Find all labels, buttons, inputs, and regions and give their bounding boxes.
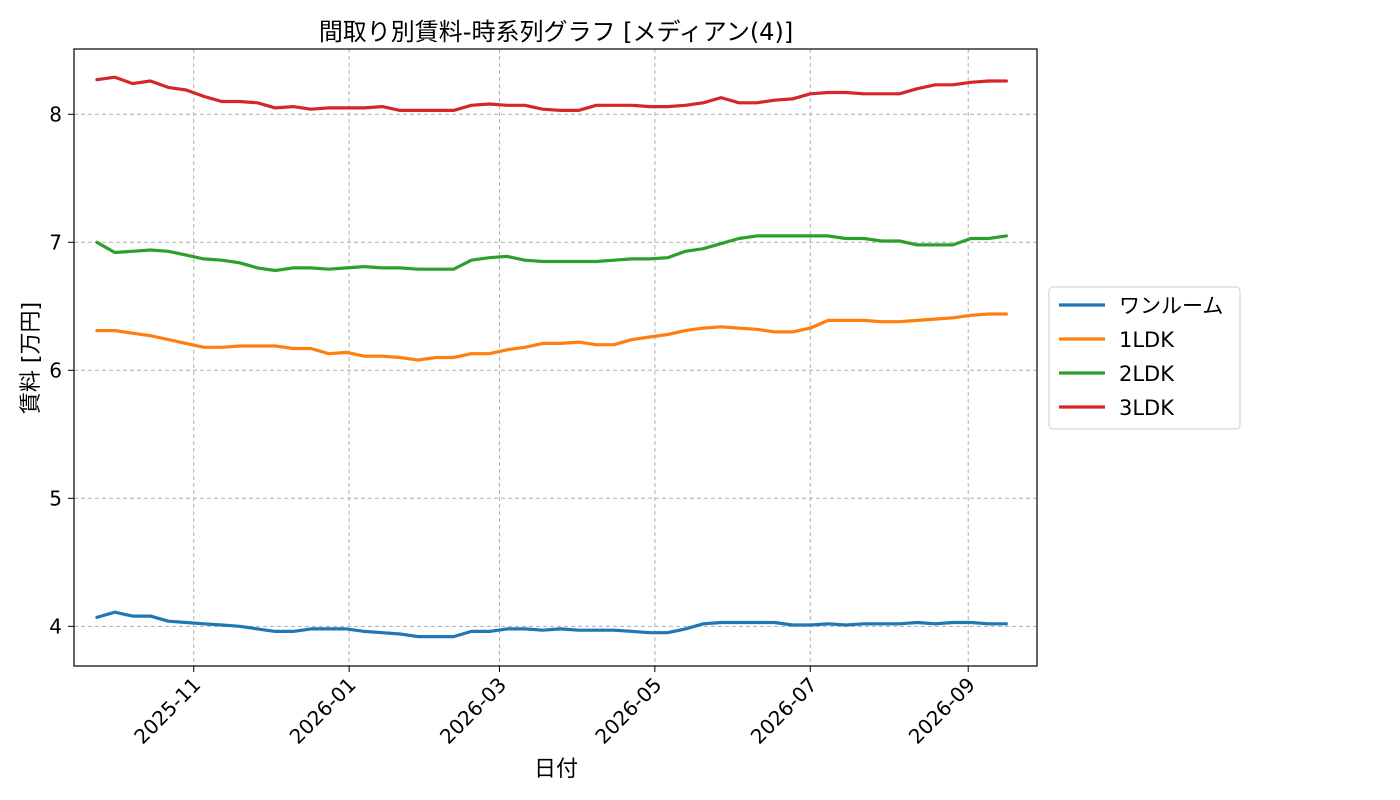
y-tick-label: 4 (49, 614, 62, 638)
series-line (95, 312, 1009, 362)
chart-title: 間取り別賃料-時系列グラフ [メディアン(4)] (319, 18, 793, 46)
legend-label: 3LDK (1119, 396, 1175, 420)
y-tick-label: 7 (49, 230, 62, 254)
x-tick-label: 2026-09 (904, 673, 980, 749)
series-lines (95, 75, 1009, 639)
legend-box (1048, 286, 1241, 430)
y-axis: 4 5 6 7 8 (49, 102, 74, 638)
legend-label: ワンルーム (1119, 294, 1223, 318)
legend-label: 2LDK (1119, 362, 1175, 386)
x-tick-label: 2026-03 (435, 673, 511, 749)
legend: ワンルーム 1LDK 2LDK 3LDK (1048, 286, 1241, 430)
y-tick-label: 5 (49, 486, 62, 510)
y-tick-label: 8 (49, 102, 62, 126)
y-axis-title: 賃料 [万円] (19, 302, 44, 414)
grid-lines (74, 49, 1037, 666)
x-tick-label: 2025-11 (129, 673, 205, 749)
series-line (95, 610, 1009, 639)
x-axis-title: 日付 (534, 757, 578, 782)
x-axis: 2025-11 2026-01 2026-03 2026-05 2026-07 2026-… (129, 666, 980, 749)
series-line (95, 234, 1009, 273)
plot-area-frame (73, 48, 1038, 667)
y-tick-label: 6 (49, 358, 62, 382)
legend-label: 1LDK (1119, 328, 1175, 352)
x-tick-label: 2026-05 (590, 673, 666, 749)
x-tick-label: 2026-07 (746, 673, 822, 749)
series-line (95, 75, 1009, 113)
x-tick-label: 2026-01 (285, 673, 361, 749)
